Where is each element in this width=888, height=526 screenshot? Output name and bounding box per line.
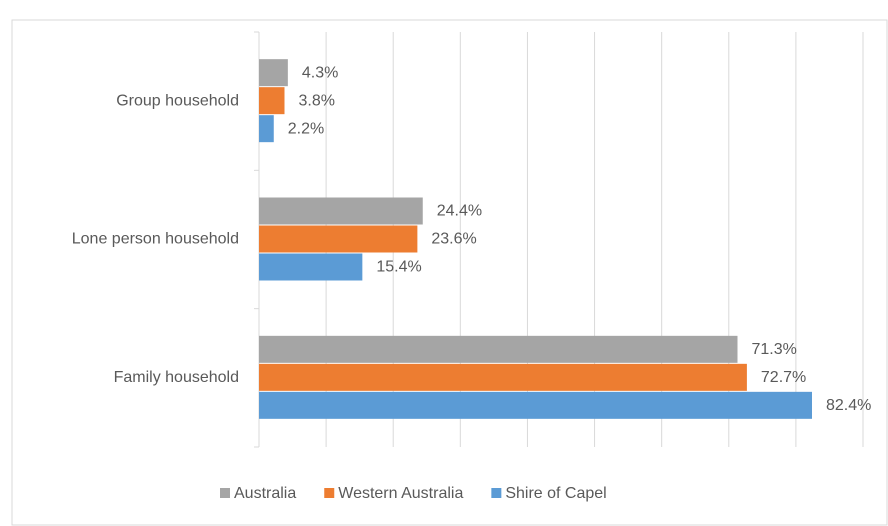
data-label: 24.4% <box>437 203 482 220</box>
bar <box>259 59 288 87</box>
y-tick-label: Group household <box>116 92 239 109</box>
legend-label: Shire of Capel <box>505 485 606 502</box>
bar <box>259 391 812 419</box>
data-label: 3.8% <box>299 92 335 109</box>
y-tick-label: Family household <box>114 369 239 386</box>
bar <box>259 115 274 143</box>
data-label: 82.4% <box>826 397 871 414</box>
bar <box>259 225 418 253</box>
data-label: 23.6% <box>431 231 476 248</box>
data-label: 4.3% <box>302 64 338 81</box>
data-label: 72.7% <box>761 369 806 386</box>
data-label: 15.4% <box>376 259 421 276</box>
bar <box>259 363 747 391</box>
bar <box>259 253 363 281</box>
legend-swatch <box>491 488 502 498</box>
legend-swatch <box>220 488 230 498</box>
legend-swatch <box>324 488 335 498</box>
legend-label: Australia <box>234 485 296 502</box>
chart-frame <box>11 19 888 526</box>
bar <box>259 197 423 225</box>
data-label: 71.3% <box>752 341 797 358</box>
bar <box>259 87 285 115</box>
y-tick-label: Lone person household <box>72 231 239 248</box>
legend-label: Western Australia <box>338 485 463 502</box>
bar <box>259 335 738 363</box>
data-label: 2.2% <box>288 120 324 137</box>
